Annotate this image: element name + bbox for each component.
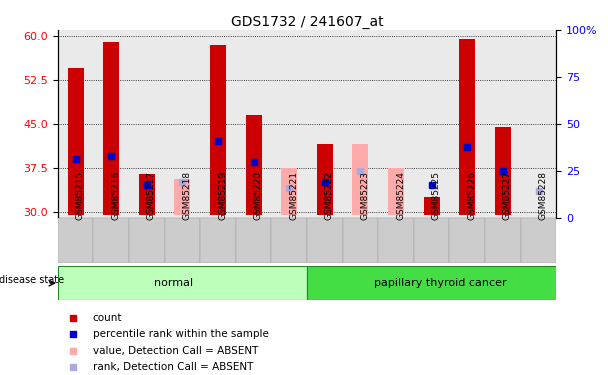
Text: disease state: disease state bbox=[0, 275, 64, 285]
Bar bbox=[449, 30, 485, 217]
Text: percentile rank within the sample: percentile rank within the sample bbox=[92, 329, 269, 339]
Text: GSM85217: GSM85217 bbox=[147, 171, 156, 220]
Text: GSM85225: GSM85225 bbox=[432, 171, 441, 220]
Bar bbox=[343, 217, 378, 262]
Bar bbox=[307, 30, 343, 217]
Bar bbox=[495, 127, 511, 214]
Bar bbox=[520, 30, 556, 217]
Bar bbox=[200, 217, 236, 262]
Text: papillary thyroid cancer: papillary thyroid cancer bbox=[375, 278, 507, 288]
Text: GSM85216: GSM85216 bbox=[111, 171, 120, 220]
Bar bbox=[103, 42, 119, 214]
Text: GSM85223: GSM85223 bbox=[361, 171, 370, 220]
Bar bbox=[139, 174, 155, 214]
Bar bbox=[200, 30, 236, 217]
Text: GSM85220: GSM85220 bbox=[254, 171, 263, 220]
Bar bbox=[271, 30, 307, 217]
Text: value, Detection Call = ABSENT: value, Detection Call = ABSENT bbox=[92, 346, 258, 356]
Text: GSM85222: GSM85222 bbox=[325, 171, 334, 220]
Text: GSM85226: GSM85226 bbox=[468, 171, 476, 220]
Text: GSM85218: GSM85218 bbox=[182, 171, 192, 220]
Bar bbox=[459, 39, 475, 214]
Bar bbox=[58, 217, 94, 262]
Bar bbox=[520, 217, 556, 262]
Bar bbox=[94, 217, 129, 262]
Text: rank, Detection Call = ABSENT: rank, Detection Call = ABSENT bbox=[92, 362, 253, 372]
Bar bbox=[165, 30, 200, 217]
Bar bbox=[378, 217, 414, 262]
Bar bbox=[174, 179, 190, 214]
Text: normal: normal bbox=[154, 278, 193, 288]
Bar bbox=[165, 217, 200, 262]
Bar bbox=[210, 45, 226, 214]
Bar bbox=[282, 168, 297, 214]
Text: GSM85227: GSM85227 bbox=[503, 171, 512, 220]
Bar bbox=[424, 197, 440, 214]
Bar bbox=[343, 30, 378, 217]
Bar bbox=[236, 217, 271, 262]
Bar bbox=[388, 168, 404, 214]
Text: GSM85228: GSM85228 bbox=[539, 171, 548, 220]
Text: GSM85219: GSM85219 bbox=[218, 171, 227, 220]
Bar bbox=[414, 217, 449, 262]
Text: GSM85215: GSM85215 bbox=[75, 171, 85, 220]
Bar bbox=[246, 115, 261, 214]
Bar bbox=[485, 30, 520, 217]
Bar bbox=[378, 30, 414, 217]
Text: GSM85224: GSM85224 bbox=[396, 171, 405, 220]
Text: count: count bbox=[92, 313, 122, 323]
Bar bbox=[307, 217, 343, 262]
Bar bbox=[129, 30, 165, 217]
Bar bbox=[129, 217, 165, 262]
Bar bbox=[58, 266, 307, 300]
Bar bbox=[67, 68, 83, 214]
Bar bbox=[236, 30, 271, 217]
Bar bbox=[414, 30, 449, 217]
Bar bbox=[485, 217, 520, 262]
Bar bbox=[317, 144, 333, 214]
Bar bbox=[271, 217, 307, 262]
Text: GSM85221: GSM85221 bbox=[289, 171, 299, 220]
Bar bbox=[449, 217, 485, 262]
Title: GDS1732 / 241607_at: GDS1732 / 241607_at bbox=[230, 15, 384, 29]
Bar bbox=[353, 144, 368, 214]
Bar bbox=[58, 30, 94, 217]
Bar bbox=[94, 30, 129, 217]
